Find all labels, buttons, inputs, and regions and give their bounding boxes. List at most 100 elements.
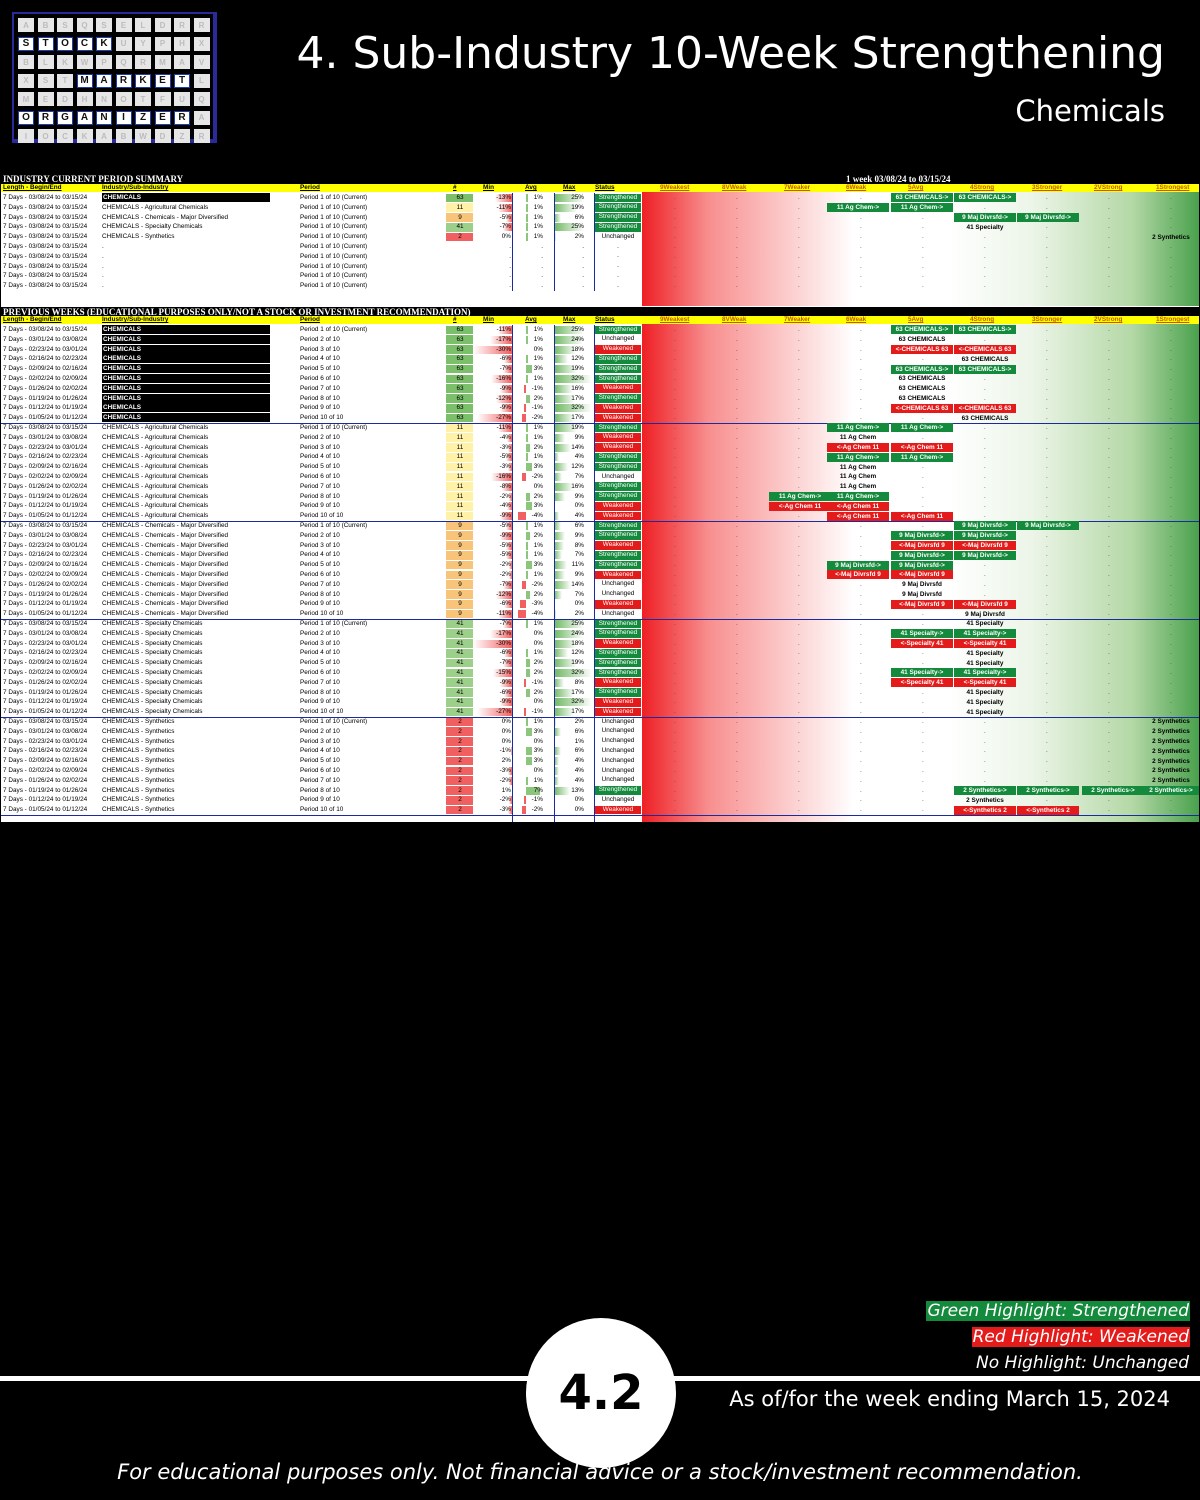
industry-cell: CHEMICALS - Synthetics bbox=[102, 747, 175, 755]
tier-empty-dot: . bbox=[674, 502, 676, 510]
status-cell: Strengthened bbox=[595, 688, 641, 697]
tier-empty-dot: . bbox=[674, 272, 676, 280]
tier-empty-dot: . bbox=[1170, 678, 1172, 686]
tier-empty-dot: . bbox=[798, 394, 800, 402]
industry-cell: CHEMICALS bbox=[102, 393, 270, 403]
logo-filler-letter: U bbox=[174, 92, 190, 106]
min-cell: -11% bbox=[496, 203, 511, 211]
status-cell: Weakened bbox=[595, 433, 641, 443]
avg-bar bbox=[526, 463, 532, 472]
logo-letter: R bbox=[37, 110, 54, 125]
tier-empty-dot: . bbox=[860, 580, 862, 588]
count-bg bbox=[446, 717, 473, 727]
previous-band: PREVIOUS WEEKS (EDUCATIONAL PURPOSES ONL… bbox=[1, 307, 1199, 317]
length-cell: 7 Days - 02/02/24 to 02/09/24 bbox=[3, 669, 88, 676]
logo-filler-letter: Q bbox=[193, 92, 210, 106]
history-row: 7 Days - 02/16/24 to 02/23/24 CHEMICALS Pe… bbox=[1, 354, 1199, 364]
tier-empty-dot: . bbox=[1046, 272, 1048, 280]
max-bar bbox=[554, 365, 577, 374]
tier-empty-dot: . bbox=[798, 233, 800, 241]
max-cell: 6% bbox=[574, 522, 584, 529]
min-bar bbox=[509, 492, 512, 501]
tier-empty-dot: . bbox=[1108, 394, 1110, 402]
max-cell: 17% bbox=[571, 708, 584, 716]
length-cell: 7 Days - 02/09/24 to 02/16/24 bbox=[3, 659, 88, 667]
tier-empty-dot: . bbox=[674, 414, 676, 422]
max-cell: 2% bbox=[574, 718, 584, 725]
tier-empty-dot: . bbox=[1170, 233, 1172, 241]
count-cell: 63 bbox=[456, 404, 464, 412]
min-bar bbox=[508, 767, 512, 775]
logo-letter: S bbox=[18, 36, 34, 51]
logo-filler-letter: V bbox=[193, 55, 210, 69]
tier-empty-dot: . bbox=[674, 786, 676, 794]
tier-empty-dot: . bbox=[1046, 531, 1048, 539]
tier-empty-dot: . bbox=[736, 757, 738, 765]
min-cell: -3% bbox=[499, 767, 511, 774]
tier-empty-dot: . bbox=[1046, 639, 1048, 647]
tier-empty-dot: . bbox=[674, 252, 676, 260]
avg-cell: 2% bbox=[533, 590, 543, 598]
min-cell: -16% bbox=[496, 375, 511, 382]
min-bar bbox=[500, 698, 512, 707]
logo-filler-letter: Q bbox=[76, 18, 93, 32]
tier-empty-dot: . bbox=[798, 252, 800, 260]
period-cell: Period 8 of 10 bbox=[300, 590, 340, 598]
tier-empty-dot: . bbox=[1046, 453, 1048, 461]
count-bg bbox=[446, 619, 473, 629]
avg-cell: 3% bbox=[533, 463, 543, 471]
tier-empty-dot: . bbox=[922, 659, 924, 667]
tier-label: <-Maj Divrsfd 9 bbox=[891, 570, 953, 580]
tier-empty-dot: . bbox=[736, 796, 738, 804]
tier-empty-dot: . bbox=[860, 272, 862, 280]
max-bar bbox=[554, 223, 584, 232]
tier-empty-dot: . bbox=[1108, 463, 1110, 471]
count-bg bbox=[446, 232, 473, 242]
max-bar bbox=[554, 571, 565, 579]
tier-empty-dot: . bbox=[674, 580, 676, 588]
tier-empty-dot: . bbox=[674, 233, 676, 241]
count-cell: 2 bbox=[458, 737, 462, 745]
status-cell: Strengthened bbox=[595, 629, 641, 639]
tier-empty-dot: . bbox=[674, 482, 676, 490]
tier-empty-dot: . bbox=[1108, 688, 1110, 696]
logo-letter: E bbox=[154, 73, 171, 88]
max-cell: 9% bbox=[574, 433, 584, 441]
length-cell: 7 Days - 02/02/24 to 02/09/24 bbox=[3, 375, 88, 382]
tier-empty-dot: . bbox=[736, 737, 738, 745]
tier-label: 11 Ag Chem bbox=[839, 483, 877, 491]
tier-empty-dot: . bbox=[736, 767, 738, 774]
min-cell: . bbox=[509, 243, 511, 250]
column-header: 3Stronger bbox=[1032, 316, 1063, 323]
logo-filler-letter: D bbox=[57, 92, 73, 106]
tier-empty-dot: . bbox=[674, 541, 676, 549]
tier-label: <-Synthetics 2 bbox=[1017, 805, 1079, 815]
tier-empty-dot: . bbox=[736, 453, 738, 461]
tier-label: 2 Synthetics bbox=[1152, 737, 1190, 745]
max-bar bbox=[554, 688, 575, 697]
tier-label: 9 Maj Divrsfd-> bbox=[1017, 212, 1079, 222]
tier-empty-dot: . bbox=[736, 473, 738, 480]
tier-empty-dot: . bbox=[922, 252, 924, 260]
summary-row: 7 Days - 03/08/24 to 03/15/24 CHEMICALS -… bbox=[1, 203, 1199, 213]
tier-empty-dot: . bbox=[1108, 453, 1110, 461]
period-cell: Period 7 of 10 bbox=[300, 482, 340, 490]
tier-label: 41 Specialty bbox=[966, 698, 1004, 706]
max-cell: 18% bbox=[571, 639, 584, 647]
industry-cell: CHEMICALS - Synthetics bbox=[102, 233, 175, 241]
industry-cell: CHEMICALS - Chemicals - Major Diversifie… bbox=[102, 580, 229, 588]
tier-empty-dot: . bbox=[1108, 502, 1110, 510]
tier-empty-dot: . bbox=[798, 512, 800, 520]
period-cell: Period 7 of 10 bbox=[300, 384, 340, 392]
tier-empty-dot: . bbox=[798, 786, 800, 794]
tier-empty-dot: . bbox=[736, 561, 738, 569]
tier-empty-dot: . bbox=[736, 233, 738, 241]
count-bg bbox=[446, 746, 473, 756]
summary-row: 7 Days - 03/08/24 to 03/15/24 CHEMICALS -… bbox=[1, 212, 1199, 223]
count-bg bbox=[446, 658, 473, 668]
logo-filler-letter: R bbox=[174, 18, 190, 32]
tier-empty-dot: . bbox=[1046, 482, 1048, 490]
tier-empty-dot: . bbox=[798, 708, 800, 716]
tier-empty-dot: . bbox=[736, 375, 738, 382]
industry-cell: CHEMICALS - Chemicals - Major Diversifie… bbox=[102, 590, 229, 598]
